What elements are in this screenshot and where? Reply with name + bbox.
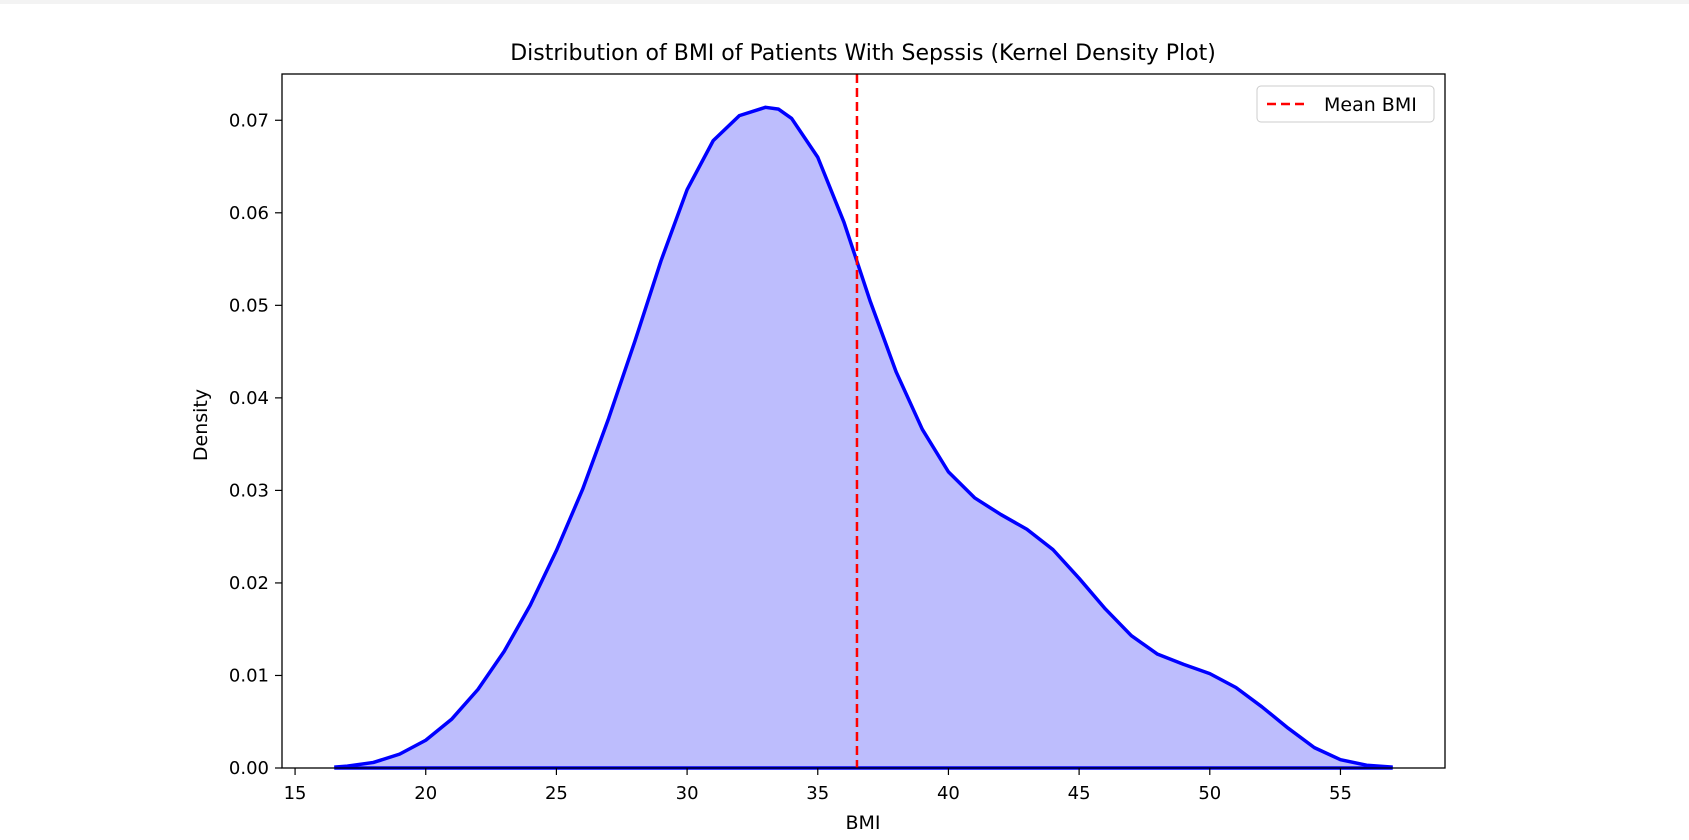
x-axis-label: BMI bbox=[845, 812, 880, 834]
plot-layer: 15 20 25 30 35 40 45 50 55 0.00 0.01 0.02 0.03 0.04 0.… bbox=[229, 73, 1446, 804]
y-tick-label: 0.06 bbox=[229, 203, 269, 224]
legend-box bbox=[1256, 85, 1435, 123]
x-tick-label: 30 bbox=[676, 783, 699, 804]
chart-title: Distribution of BMI of Patients With Sep… bbox=[510, 41, 1216, 66]
y-tick-label: 0.03 bbox=[229, 480, 269, 501]
legend: Mean BMI bbox=[1256, 85, 1435, 123]
y-tick-label: 0.04 bbox=[229, 388, 269, 409]
top-edge-strip bbox=[0, 0, 1689, 4]
x-tick-label: 55 bbox=[1329, 783, 1352, 804]
y-tick-label: 0.07 bbox=[229, 110, 269, 131]
x-tick-label: 50 bbox=[1198, 783, 1221, 804]
y-tick-label: 0.00 bbox=[229, 758, 269, 779]
x-tick-label: 15 bbox=[284, 783, 307, 804]
x-tick-label: 20 bbox=[414, 783, 437, 804]
kde-area-fill bbox=[334, 107, 1393, 768]
x-tick-label: 40 bbox=[937, 783, 960, 804]
x-tick-label: 45 bbox=[1068, 783, 1091, 804]
x-tick-label: 35 bbox=[806, 783, 829, 804]
x-tick-label: 25 bbox=[545, 783, 568, 804]
y-axis-label: Density bbox=[190, 389, 212, 461]
y-tick-label: 0.05 bbox=[229, 295, 269, 316]
kde-curve bbox=[334, 105, 1393, 769]
plot-frame bbox=[281, 73, 1446, 769]
y-tick-label: 0.01 bbox=[229, 665, 269, 686]
legend-label-mean-bmi: Mean BMI bbox=[1324, 94, 1417, 116]
y-tick-label: 0.02 bbox=[229, 573, 269, 594]
